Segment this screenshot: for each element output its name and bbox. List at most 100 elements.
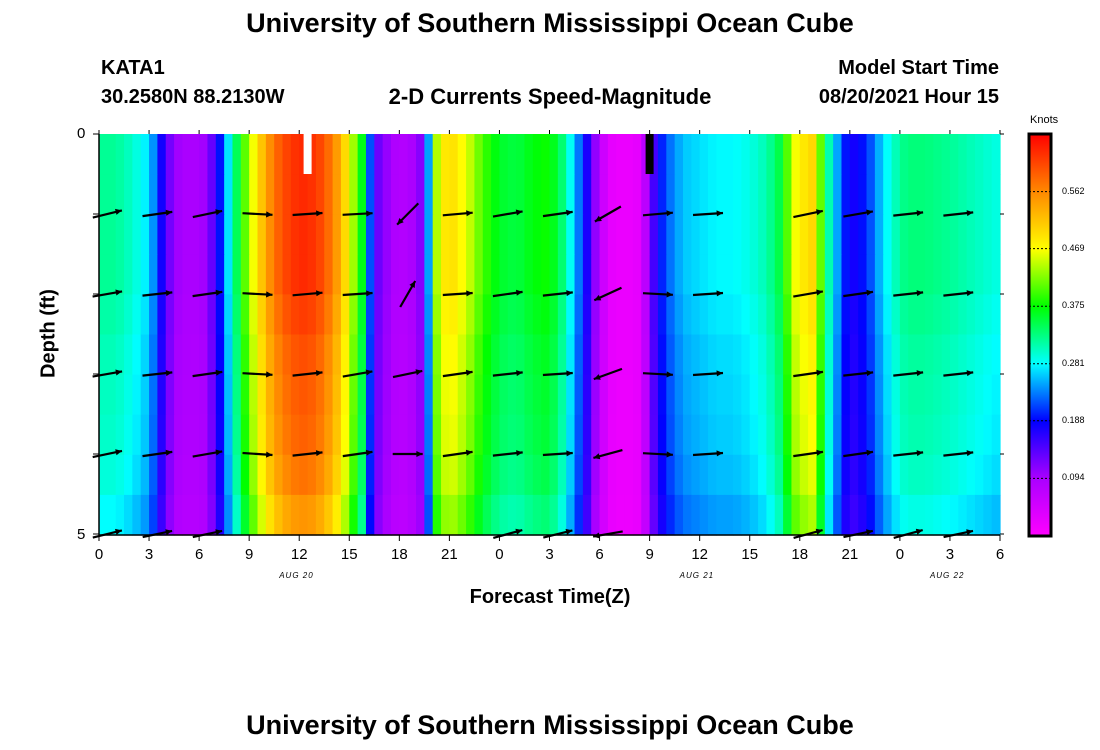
heatmap-cell	[891, 414, 901, 456]
heatmap-cell	[182, 174, 192, 215]
heatmap-cell	[991, 294, 1001, 336]
heatmap-cell	[549, 334, 559, 376]
heatmap-cell	[783, 134, 793, 175]
heatmap-cell	[365, 334, 375, 376]
heatmap-cell	[491, 374, 501, 416]
heatmap-cell	[507, 414, 517, 456]
heatmap-cell	[174, 334, 184, 376]
heatmap-cell	[758, 494, 767, 536]
heatmap-cell	[674, 454, 684, 496]
heatmap-cell	[224, 294, 234, 336]
heatmap-cell	[741, 454, 751, 496]
heatmap-cell	[641, 254, 651, 295]
heatmap-cell	[349, 254, 359, 295]
heatmap-cell	[991, 254, 1001, 295]
heatmap-cell	[566, 214, 576, 255]
heatmap-cell	[274, 334, 284, 376]
heatmap-cell	[899, 334, 909, 376]
heatmap-cell	[315, 374, 325, 416]
heatmap-cell	[733, 334, 742, 376]
heatmap-cell	[107, 374, 117, 416]
heatmap-cell	[482, 294, 492, 336]
heatmap-cell	[916, 294, 926, 336]
heatmap-cell	[841, 294, 851, 336]
heatmap-cell	[591, 454, 601, 496]
heatmap-cell	[507, 214, 517, 255]
heatmap-cell	[240, 254, 250, 295]
heatmap-cell	[624, 254, 634, 295]
heatmap-cell	[691, 294, 701, 336]
plot-axes	[93, 130, 1004, 541]
current-vector-arrow	[292, 450, 323, 457]
heatmap-cell	[190, 214, 200, 255]
heatmap-cell	[891, 214, 901, 255]
heatmap-cell	[457, 294, 467, 336]
colorbar-tick-label: 0.469	[1062, 242, 1085, 253]
heatmap-cell	[516, 374, 526, 416]
heatmap-cell	[149, 294, 158, 336]
heatmap-cell	[157, 454, 167, 496]
heatmap-cell	[174, 454, 184, 496]
heatmap-cell	[499, 454, 509, 496]
heatmap-cell	[916, 414, 926, 456]
heatmap-cell	[808, 134, 818, 175]
current-vector-arrow	[692, 290, 724, 297]
heatmap-cell	[983, 134, 993, 175]
data-gap-marker	[303, 134, 312, 174]
heatmap-cell	[808, 494, 818, 536]
heatmap-cell	[557, 174, 567, 215]
heatmap-cell	[265, 134, 275, 175]
heatmap-cell	[874, 214, 884, 255]
heatmap-cell	[457, 374, 467, 416]
heatmap-cell	[691, 414, 701, 456]
heatmap-cell	[190, 134, 200, 175]
heatmap-cell	[307, 494, 317, 536]
heatmap-cell	[582, 374, 592, 416]
heatmap-cell	[432, 334, 442, 376]
heatmap-cell	[933, 214, 943, 255]
heatmap-cell	[741, 254, 751, 295]
heatmap-cell	[691, 254, 701, 295]
heatmap-cell	[958, 334, 968, 376]
heatmap-cell	[841, 174, 851, 215]
heatmap-cell	[816, 454, 826, 496]
heatmap-cell	[991, 374, 1001, 416]
heatmap-cell	[482, 414, 492, 456]
heatmap-cell	[441, 214, 450, 255]
heatmap-cell	[958, 254, 968, 295]
heatmap-cell	[207, 374, 217, 416]
heatmap-cell	[641, 494, 651, 536]
heatmap-cell	[349, 374, 359, 416]
heatmap-cell	[474, 294, 484, 336]
heatmap-cell	[365, 294, 375, 336]
current-vector-arrow	[542, 450, 573, 457]
heatmap-cell	[332, 414, 342, 456]
heatmap-cell	[724, 214, 734, 255]
heatmap-cell	[115, 214, 125, 255]
heatmap-cell	[991, 214, 1001, 255]
heatmap-cell	[691, 494, 701, 536]
heatmap-cell	[866, 494, 876, 536]
heatmap-cell	[257, 174, 267, 215]
heatmap-cell	[249, 414, 259, 456]
heatmap-cell	[966, 494, 976, 536]
heatmap-cell	[365, 134, 375, 175]
heatmap-cell	[983, 334, 993, 376]
heatmap-cell	[974, 174, 984, 215]
heatmap-markers	[303, 134, 654, 174]
heatmap-cell	[924, 374, 934, 416]
heatmap-cell	[916, 454, 926, 496]
heatmap-cell	[474, 454, 484, 496]
x-tick-label: 12	[691, 546, 708, 563]
heatmap-cell	[482, 374, 492, 416]
heatmap-cell	[357, 254, 367, 295]
heatmap-cell	[157, 374, 167, 416]
x-tick-label: 3	[945, 546, 955, 563]
heatmap-cell	[841, 494, 851, 536]
heatmap-cell	[791, 454, 801, 496]
heatmap-cell	[866, 174, 876, 215]
heatmap-cell	[708, 334, 717, 376]
heatmap-cell	[466, 334, 476, 376]
heatmap-cell	[674, 374, 684, 416]
heatmap-cell	[674, 174, 684, 215]
